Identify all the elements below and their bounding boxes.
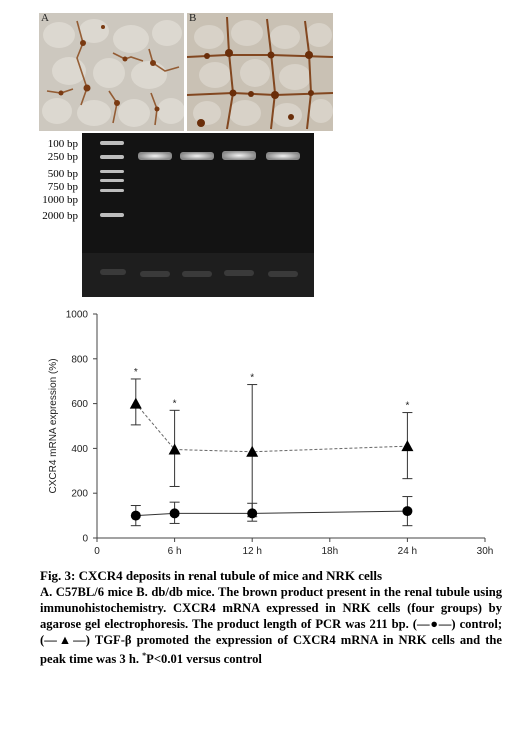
circle-marker — [402, 506, 413, 517]
ladder-label: 2000 bp — [42, 210, 78, 222]
panel-a-label: A — [41, 13, 49, 24]
circle-marker — [130, 510, 141, 521]
tgf-line-symbol: —▲— — [44, 633, 86, 647]
ladder-label: 250 bp — [47, 151, 78, 163]
panel-b-label: B — [189, 13, 197, 24]
triangle-marker — [401, 440, 414, 452]
x-tick-label: 24 h — [398, 546, 417, 557]
figure-caption: Fig. 3: CXCR4 deposits in renal tubule o… — [40, 568, 502, 667]
ladder-label: 500 bp — [47, 168, 78, 180]
caption-body-4: P<0.01 versus control — [146, 652, 262, 667]
triangle-marker — [168, 443, 181, 455]
gel-svg — [82, 133, 314, 297]
y-axis-label: CXCR4 mRNA expression (%) — [48, 358, 59, 493]
ihc-image-a — [39, 13, 184, 131]
x-tick-label: 12 h — [242, 546, 261, 557]
y-tick-label: 1000 — [66, 310, 89, 321]
circle-marker — [247, 508, 258, 519]
significance-asterisk: * — [134, 367, 138, 378]
circle-marker — [169, 508, 180, 519]
ihc-panel-b: B — [187, 13, 333, 131]
triangle-marker — [246, 445, 259, 457]
y-tick-label: 600 — [71, 399, 88, 410]
ladder-label: 750 bp — [47, 181, 78, 193]
caption-body-1: A. C57BL/6 mice B. db/db mice. The brown… — [40, 585, 502, 631]
triangle-marker — [129, 397, 142, 409]
x-tick-label: 0 — [94, 546, 100, 557]
ladder-label: 1000 bp — [42, 194, 78, 206]
ladder-label: 100 bp — [47, 138, 78, 150]
caption-body-2: ) control; ( — [40, 617, 503, 647]
y-tick-label: 200 — [71, 489, 88, 500]
expression-chart: 0 200 400 600 800 1000 0 6 h 12 h 18h 24 h 30h CXCR4… — [40, 304, 510, 564]
y-tick-label: 0 — [82, 534, 88, 545]
caption-title: Fig. 3: CXCR4 deposits in renal tubule o… — [40, 568, 383, 583]
significance-asterisk: * — [405, 401, 409, 412]
series-line — [135, 510, 408, 517]
chart-svg: 0 200 400 600 800 1000 0 6 h 12 h 18h 24 h 30h CXCR4… — [48, 310, 494, 558]
agarose-gel-image — [82, 133, 314, 297]
significance-mark: * — [142, 651, 147, 660]
x-tick-label: 30h — [477, 546, 494, 557]
y-tick-label: 400 — [71, 444, 88, 455]
ihc-image-b — [187, 13, 333, 131]
ihc-panel-a: A — [39, 13, 184, 131]
significance-asterisk: * — [250, 373, 254, 384]
control-line-symbol: —●— — [416, 617, 452, 631]
series-line — [135, 403, 408, 453]
y-tick-label: 800 — [71, 354, 88, 365]
x-tick-label: 18h — [321, 546, 338, 557]
x-tick-label: 6 h — [168, 546, 182, 557]
caption-body-3: ) TGF-β promoted the expression of CXCR4… — [40, 633, 503, 667]
significance-asterisk: * — [173, 398, 177, 409]
